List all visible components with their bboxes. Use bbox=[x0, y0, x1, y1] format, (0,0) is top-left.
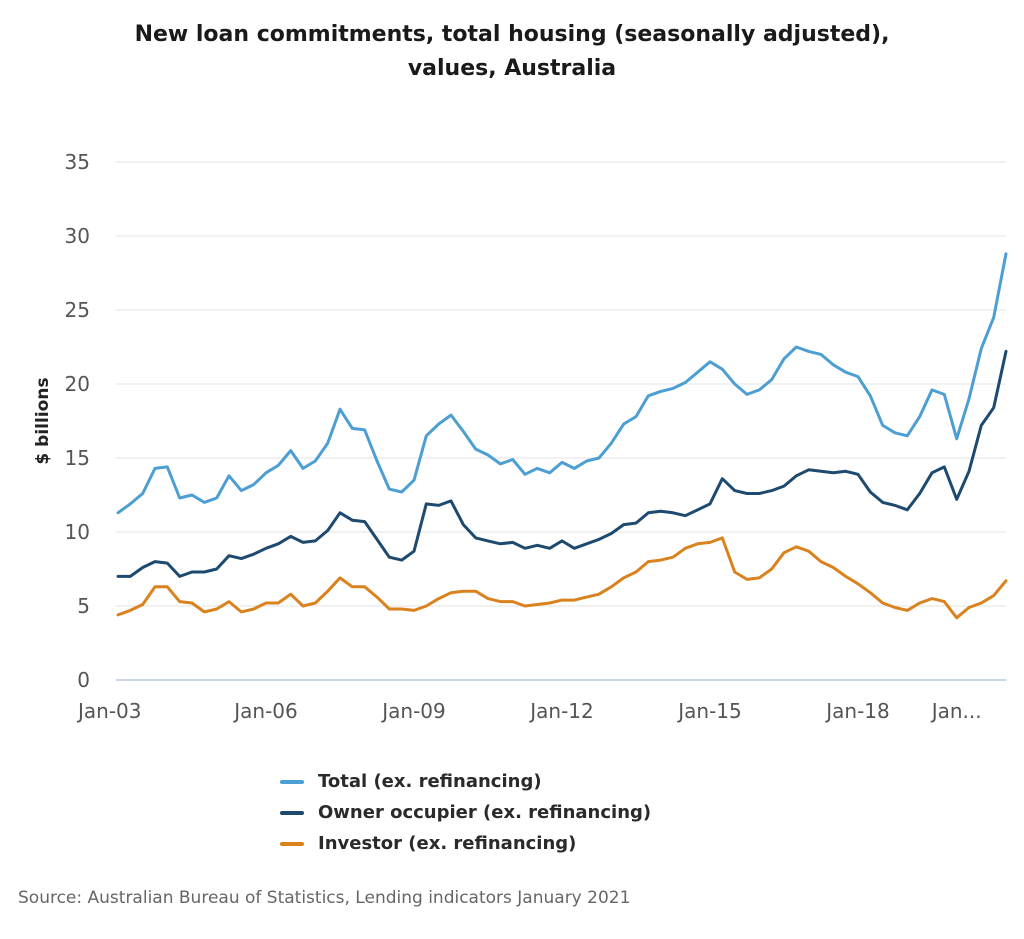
series-lines bbox=[116, 252, 1008, 620]
legend-swatch-investor bbox=[280, 841, 304, 846]
y-tick-label: 30 bbox=[65, 224, 90, 248]
series-line-total[interactable] bbox=[116, 252, 1008, 515]
legend: Total (ex. refinancing) Owner occupier (… bbox=[280, 766, 651, 859]
legend-swatch-total bbox=[280, 779, 304, 784]
y-tick-label: 0 bbox=[77, 668, 90, 692]
x-tick-label: Jan-12 bbox=[528, 699, 594, 723]
legend-label-investor: Investor (ex. refinancing) bbox=[318, 833, 577, 854]
chart-title: New loan commitments, total housing (sea… bbox=[134, 22, 890, 81]
y-axis-title: $ billions bbox=[33, 377, 53, 464]
x-tick-label: Jan-15 bbox=[676, 699, 742, 723]
legend-label-owner-occupier: Owner occupier (ex. refinancing) bbox=[318, 802, 652, 823]
gridlines bbox=[116, 161, 1006, 681]
y-tick-label: 25 bbox=[65, 298, 90, 322]
legend-swatch-owner-occupier bbox=[280, 810, 304, 815]
x-axis-ticks: Jan-03 Jan-06 Jan-09 Jan-12 Jan-15 Jan-18 Jan.… bbox=[76, 699, 982, 723]
y-tick-label: 5 bbox=[77, 594, 90, 618]
x-tick-label: Jan-18 bbox=[824, 699, 890, 723]
y-tick-label: 20 bbox=[65, 372, 90, 396]
x-tick-label: Jan-03 bbox=[76, 699, 142, 723]
legend-item-total[interactable]: Total (ex. refinancing) bbox=[280, 766, 651, 797]
series-line-owner-occupier[interactable] bbox=[116, 349, 1008, 578]
legend-item-investor[interactable]: Investor (ex. refinancing) bbox=[280, 828, 651, 859]
series-line-investor[interactable] bbox=[116, 536, 1008, 620]
source-note: Source: Australian Bureau of Statistics,… bbox=[18, 888, 631, 908]
y-axis-ticks: 0 5 10 15 20 25 30 35 bbox=[65, 150, 90, 692]
x-tick-label: Jan-06 bbox=[232, 699, 298, 723]
x-tick-label: Jan... bbox=[930, 699, 982, 723]
x-tick-label: Jan-09 bbox=[380, 699, 446, 723]
legend-label-total: Total (ex. refinancing) bbox=[318, 771, 542, 792]
y-tick-label: 15 bbox=[65, 446, 90, 470]
legend-item-owner-occupier[interactable]: Owner occupier (ex. refinancing) bbox=[280, 797, 651, 828]
y-tick-label: 10 bbox=[65, 520, 90, 544]
y-tick-label: 35 bbox=[65, 150, 90, 174]
